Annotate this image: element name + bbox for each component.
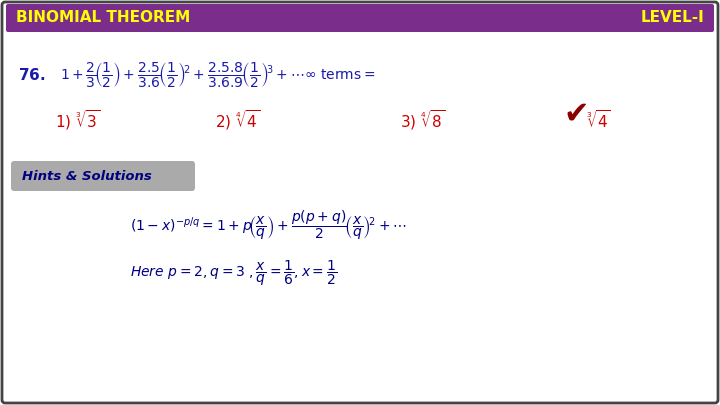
FancyBboxPatch shape — [11, 161, 195, 191]
Text: $2)\ \sqrt[4]{4}$: $2)\ \sqrt[4]{4}$ — [215, 108, 261, 132]
Text: LEVEL-I: LEVEL-I — [640, 11, 704, 26]
Text: $(1-x)^{-p/q}=1+p\!\left(\dfrac{x}{q}\right)+\dfrac{p(p+q)}{2}\!\left(\dfrac{x}{: $(1-x)^{-p/q}=1+p\!\left(\dfrac{x}{q}\ri… — [130, 208, 407, 242]
Text: $Here\ p=2, q=3\ ,\dfrac{x}{q}=\dfrac{1}{6},x=\dfrac{1}{2}$: $Here\ p=2, q=3\ ,\dfrac{x}{q}=\dfrac{1}… — [130, 258, 337, 288]
Text: $3)\ \sqrt[4]{8}$: $3)\ \sqrt[4]{8}$ — [400, 108, 446, 132]
Text: $1)\ \sqrt[3]{3}$: $1)\ \sqrt[3]{3}$ — [55, 108, 101, 132]
Text: Hints & Solutions: Hints & Solutions — [22, 170, 152, 183]
Text: $\mathbf{76.}$: $\mathbf{76.}$ — [18, 67, 45, 83]
Text: BINOMIAL THEOREM: BINOMIAL THEOREM — [16, 11, 190, 26]
Text: ✔: ✔ — [563, 100, 588, 128]
FancyBboxPatch shape — [6, 4, 714, 32]
Text: $\sqrt[3]{4}$: $\sqrt[3]{4}$ — [586, 109, 611, 131]
Text: $1+\dfrac{2}{3}\!\left(\dfrac{1}{2}\right)+\dfrac{2.5}{3.6}\!\left(\dfrac{1}{2}\: $1+\dfrac{2}{3}\!\left(\dfrac{1}{2}\righ… — [60, 60, 375, 90]
